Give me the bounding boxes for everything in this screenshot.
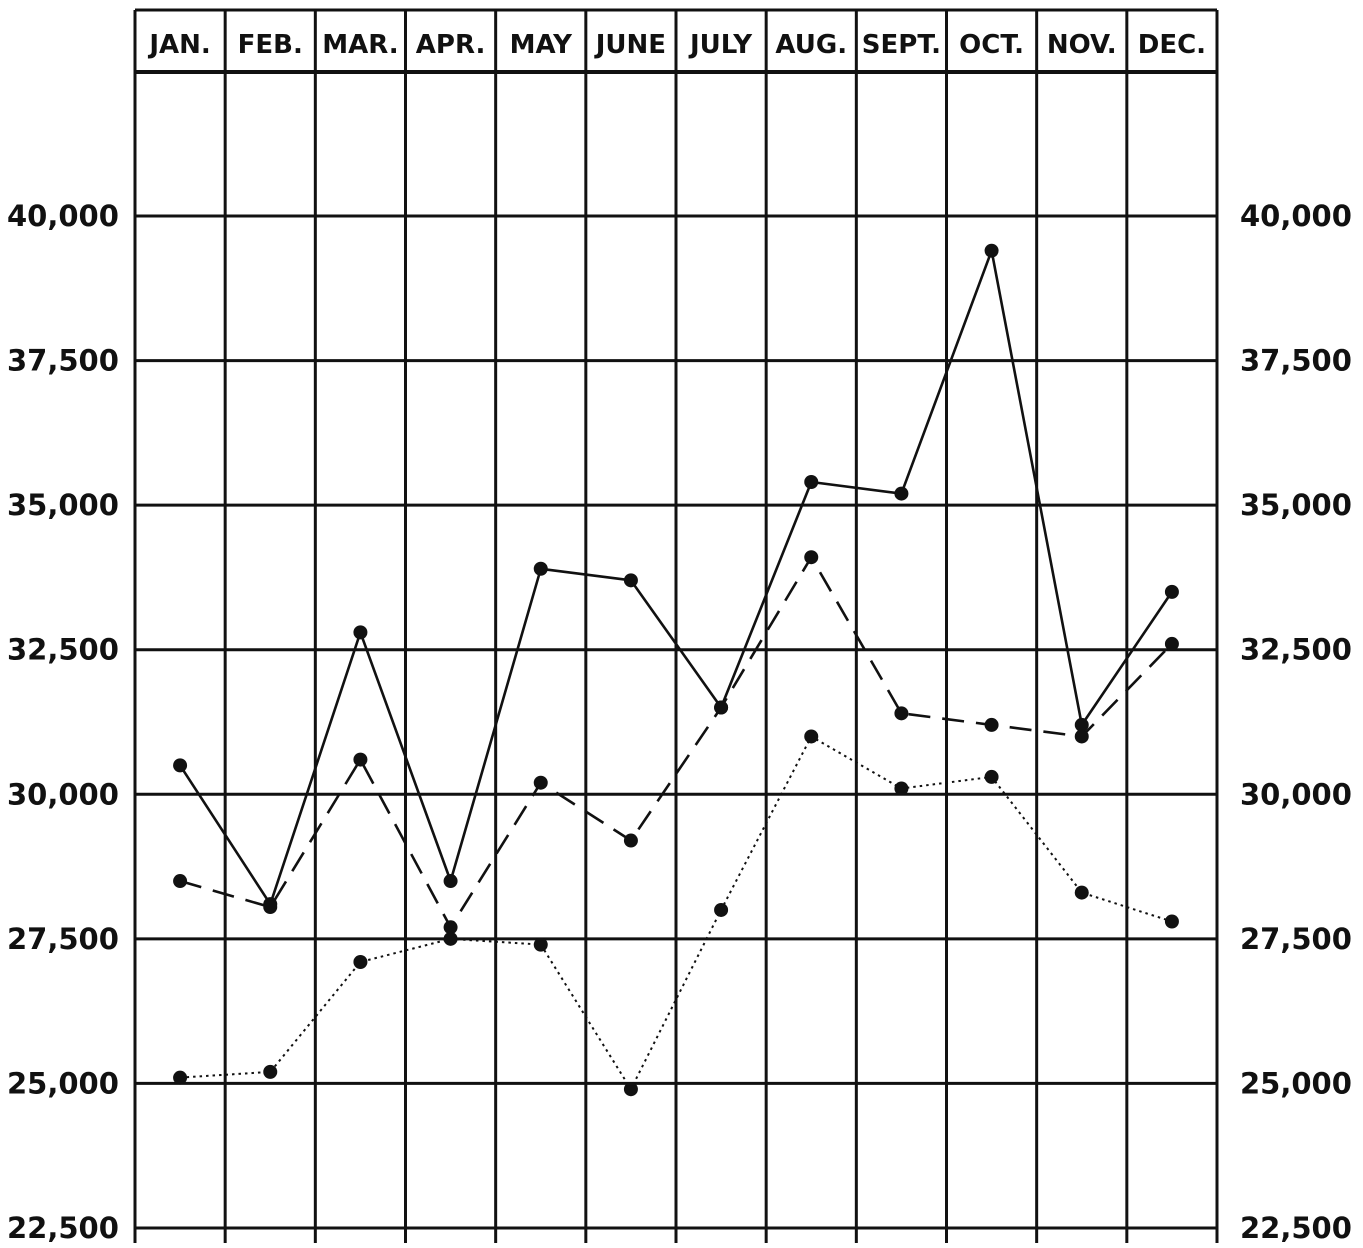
y-tick-label-right: 40,000 [1240,199,1352,233]
month-label: OCT. [959,30,1024,60]
data-point-dashed [533,775,548,790]
data-point-solid [804,475,819,490]
data-point-dotted [804,729,819,744]
series-lines [173,243,1179,1097]
data-point-solid [173,758,188,773]
data-point-solid [353,625,368,640]
y-tick-label-right: 27,500 [1240,922,1352,956]
data-point-dashed [623,833,638,848]
data-point-dotted [263,1064,278,1079]
month-header: JAN. FEB. MAR. APR. MAY JUNE JULY AUG. SEPT. OCT.… [147,30,1206,60]
data-point-dashed [984,717,999,732]
y-tick-label-right: 35,000 [1240,488,1352,522]
data-point-solid [1074,717,1089,732]
month-label: DEC. [1138,30,1206,60]
data-point-solid [894,486,909,501]
y-tick-label-right: 30,000 [1240,777,1352,811]
month-label: MAR. [322,30,398,60]
y-axes: 22,500 22,500 25,000 25,000 27,500 27,500 30,0… [7,199,1352,1245]
month-label: AUG. [775,30,847,60]
data-point-dotted [1074,885,1089,900]
data-point-dashed [173,874,188,889]
y-tick-label-left: 25,000 [7,1066,119,1100]
data-point-dotted [894,781,909,796]
data-point-dashed [894,706,909,721]
y-tick-label-left: 27,500 [7,922,119,956]
data-point-dashed [1164,636,1179,651]
data-point-solid [533,561,548,576]
data-point-dashed [263,900,278,915]
y-tick-label-left: 22,500 [7,1211,119,1243]
y-tick-label-left: 32,500 [7,633,119,667]
data-point-dashed [804,550,819,565]
data-point-dashed [443,920,458,935]
month-label: NOV. [1047,30,1117,60]
y-tick-label-right: 37,500 [1240,344,1352,378]
month-label: JUNE [594,30,666,60]
grid [133,8,1219,1243]
series-line-dotted [180,735,1173,1091]
y-tick-label-left: 40,000 [7,199,119,233]
data-point-dotted [623,1082,638,1097]
y-tick-label-left: 37,500 [7,344,119,378]
y-tick-label-left: 30,000 [7,777,119,811]
month-label: FEB. [238,30,303,60]
data-point-dashed [353,752,368,767]
data-point-dotted [714,902,729,917]
month-label: APR. [416,30,486,60]
y-tick-label-left: 35,000 [7,488,119,522]
month-label: JAN. [147,30,210,60]
y-tick-label-right: 25,000 [1240,1066,1352,1100]
data-point-solid [443,874,458,889]
month-label: SEPT. [862,30,941,60]
data-point-dashed [1074,729,1089,744]
data-point-solid [984,243,999,258]
data-point-dotted [984,769,999,784]
data-point-dashed [714,700,729,715]
series-line-solid [179,249,1173,906]
month-label: MAY [510,30,574,60]
data-point-dotted [173,1070,188,1085]
data-point-dotted [353,954,368,969]
data-point-solid [623,573,638,588]
data-point-dotted [533,937,548,952]
month-label: JULY [688,30,753,60]
data-point-solid [1164,584,1179,599]
y-tick-label-right: 22,500 [1240,1211,1352,1243]
data-point-dotted [1164,914,1179,929]
y-tick-label-right: 32,500 [1240,633,1352,667]
data-point-dotted [443,931,458,946]
